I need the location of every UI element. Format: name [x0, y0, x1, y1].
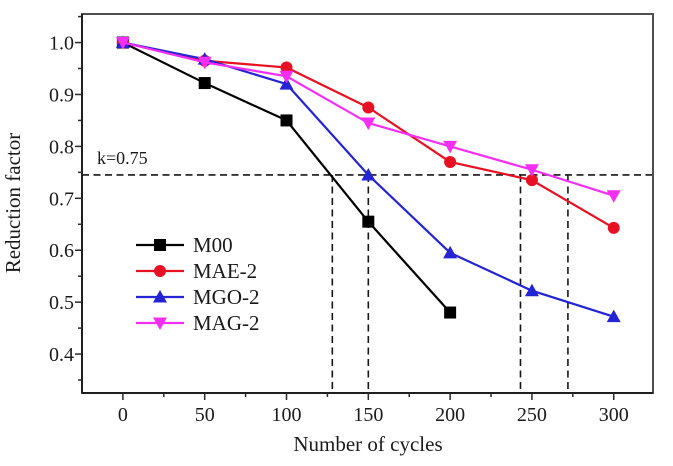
series-marker-MAG-2 [606, 190, 621, 203]
x-tick-label: 250 [517, 404, 547, 426]
x-tick-label: 0 [118, 404, 128, 426]
y-tick-label: 1.0 [49, 33, 74, 55]
series-marker-MAE-2 [607, 221, 620, 234]
legend-item-MAG-2: MAG-2 [136, 311, 260, 335]
y-tick-label: 0.7 [49, 188, 74, 210]
x-axis-title: Number of cycles [293, 432, 442, 456]
series-marker-MAG-2 [443, 140, 458, 154]
legend-label-M00: M00 [193, 233, 233, 257]
plot-frame [81, 13, 654, 394]
series-marker-MAE-2 [362, 101, 375, 114]
series-marker-MAE-2 [280, 61, 293, 74]
x-tick-label: 50 [195, 404, 215, 426]
x-tick-label: 200 [435, 404, 465, 426]
legend-marker-M00 [154, 239, 166, 251]
y-tick-label: 0.4 [49, 344, 74, 366]
legend-item-MAE-2: MAE-2 [136, 259, 257, 283]
legend-marker-MGO-2 [153, 290, 167, 303]
y-tick-label: 0.5 [49, 292, 74, 314]
series-marker-MGO-2 [279, 77, 294, 90]
series-marker-MAE-2 [444, 155, 457, 168]
legend-label-MAG-2: MAG-2 [193, 311, 260, 335]
series-marker-MGO-2 [606, 309, 621, 323]
legend-label-MAE-2: MAE-2 [193, 259, 257, 283]
series-marker-MGO-2 [443, 245, 458, 259]
series-marker-MGO-2 [361, 167, 376, 181]
y-tick-label: 0.9 [49, 84, 74, 106]
series-marker-MAG-2 [524, 164, 539, 177]
legend-item-MGO-2: MGO-2 [136, 285, 260, 309]
data-series [115, 35, 621, 323]
series-marker-MAG-2 [279, 70, 294, 84]
series-marker-MAG-2 [361, 117, 376, 131]
legend-marker-MAE-2 [154, 265, 166, 277]
series-marker-M00 [198, 77, 211, 90]
axis-tick-labels: 0 50 100 150 200 250 300 0.4 0.5 0.6 0.7 0.8 0.9 1.0 [49, 33, 629, 426]
threshold-label: k=0.75 [97, 148, 148, 168]
series-marker-M00 [444, 306, 457, 319]
y-tick-label: 0.8 [49, 136, 74, 158]
y-axis-title: Reduction factor [1, 133, 25, 274]
series-marker-MAG-2 [197, 56, 212, 70]
series-marker-M00 [362, 215, 375, 228]
annotation-lines [82, 174, 653, 393]
series-marker-MGO-2 [524, 283, 539, 297]
legend-marker-MAG-2 [153, 317, 167, 330]
series-marker-MAE-2 [525, 174, 538, 187]
axis-ticks [75, 15, 615, 400]
y-tick-label: 0.6 [49, 240, 74, 262]
x-tick-label: 100 [272, 404, 302, 426]
x-tick-label: 300 [599, 404, 629, 426]
x-tick-label: 150 [353, 404, 383, 426]
legend-label-MGO-2: MGO-2 [193, 285, 260, 309]
legend-item-M00: M00 [136, 233, 233, 257]
series-marker-MAG-2 [115, 37, 130, 50]
series-marker-M00 [280, 114, 293, 127]
